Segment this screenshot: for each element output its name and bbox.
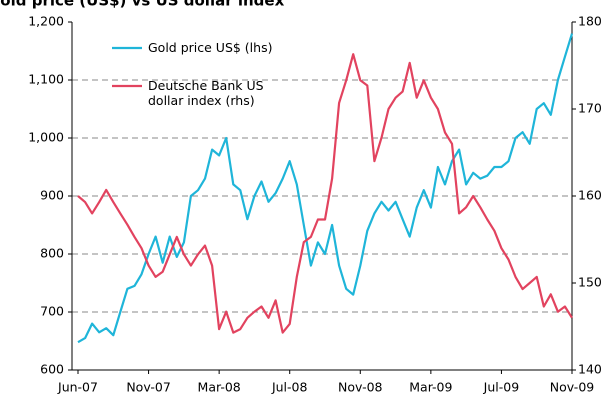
y-tick-label: 800 <box>40 246 64 261</box>
x-tick-label: Nov-08 <box>338 380 383 395</box>
y2-tick-label: 160 <box>578 188 602 203</box>
y-tick-label: 1,200 <box>28 14 64 29</box>
line-series <box>77 53 573 334</box>
y2-tick-label: 150 <box>578 275 602 290</box>
y2-tick-label: 140 <box>578 362 602 377</box>
y-tick-label: 900 <box>40 188 64 203</box>
legend-label: Deutsche Bank US dollar index (rhs) <box>148 78 264 108</box>
x-tick-label: Nov-09 <box>550 380 595 395</box>
x-tick-label: Mar-08 <box>198 380 241 395</box>
y2-tick-label: 170 <box>578 101 602 116</box>
x-tick-label: Nov-07 <box>126 380 170 395</box>
y2-tick-label: 180 <box>578 14 602 29</box>
x-tick-label: Jul-08 <box>271 380 308 395</box>
legend-label: Gold price US$ (lhs) <box>148 40 273 55</box>
x-tick-label: Jul-09 <box>483 380 520 395</box>
y-tick-label: 1,000 <box>28 130 64 145</box>
y-tick-label: 700 <box>40 304 64 319</box>
legend-entry: Deutsche Bank US dollar index (rhs) <box>148 78 264 108</box>
y-tick-label: 1,100 <box>28 72 64 87</box>
x-tick-label: Jun-07 <box>57 380 98 395</box>
chart-title: Gold price (US$) vs US dollar index <box>0 0 285 10</box>
y-tick-label: 600 <box>40 362 64 377</box>
legend-entry: Gold price US$ (lhs) <box>148 40 273 55</box>
line-series <box>77 33 574 344</box>
x-tick-label: Mar-09 <box>409 380 452 395</box>
